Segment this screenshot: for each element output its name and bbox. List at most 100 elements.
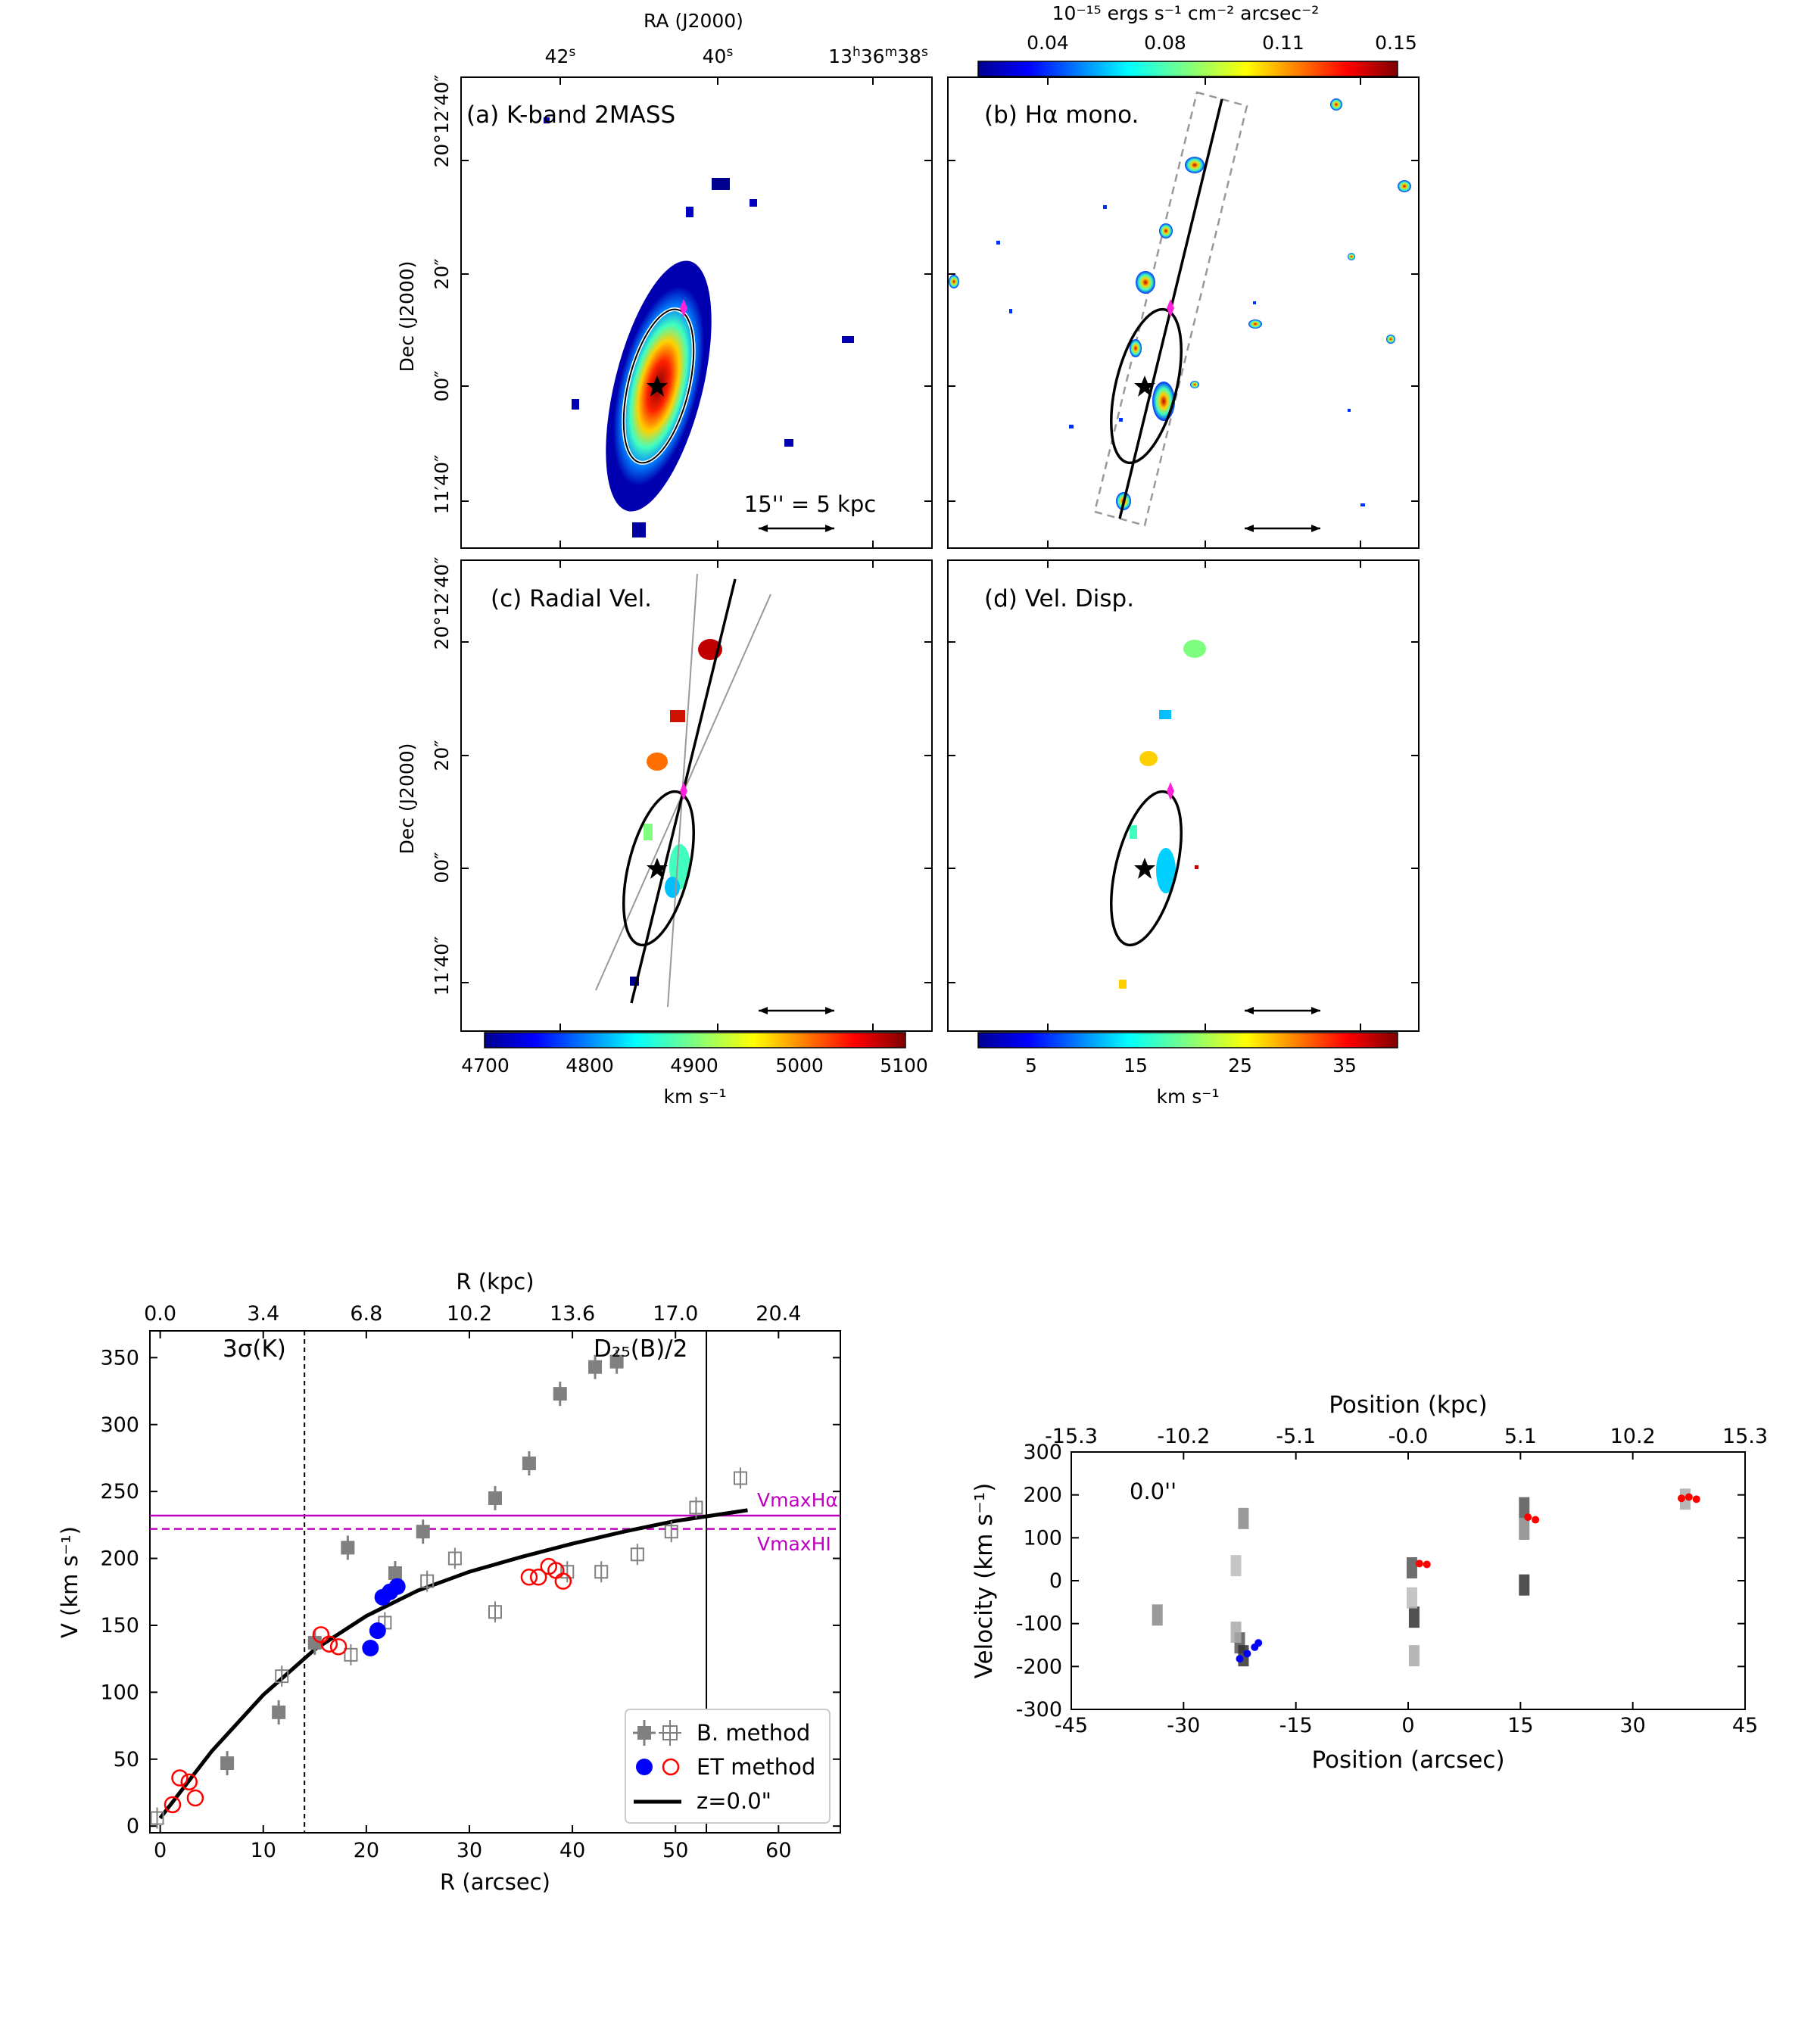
rc-top-tick-label: 20.4 — [756, 1302, 801, 1326]
rc-y-tick-label: 0 — [126, 1815, 139, 1838]
rc-b-filled-point — [272, 1705, 286, 1719]
rc-legend: B. method ET method z=0.0" — [625, 1709, 831, 1824]
pv-y-tick-label: -200 — [1016, 1655, 1062, 1678]
velocity-colorbar: 4700 4800 4900 5000 5100 km s⁻¹ — [461, 1032, 928, 1108]
rc-et-open-point — [180, 1773, 198, 1791]
flux-tick: 0.08 — [1144, 32, 1186, 54]
dec-axis-label-top: Dec (J2000) — [396, 261, 418, 372]
pv-x-tick-label: -45 — [1055, 1714, 1088, 1737]
rc-et-filled-point — [362, 1640, 379, 1657]
panel-c-label: (c) Radial Vel. — [491, 585, 652, 612]
pv-y-tick-label: 0 — [1049, 1569, 1062, 1593]
pv-emission-pixel — [1408, 1606, 1420, 1628]
rc-y-tick-label: 350 — [100, 1346, 139, 1369]
rc-et-open-point — [529, 1569, 547, 1586]
rc-top-tick-label: 10.2 — [447, 1302, 492, 1326]
dec-tick: 20″ — [431, 258, 453, 289]
ra-tick-40: 40s — [703, 45, 734, 67]
flux-tick: 0.11 — [1262, 32, 1304, 54]
legend-et-method: ET method — [697, 1754, 815, 1780]
rc-b-filled-point — [416, 1525, 430, 1539]
pv-top-tick-label: -15.3 — [1045, 1425, 1098, 1448]
vel-tick: 4900 — [670, 1055, 718, 1077]
rc-et-open-point — [186, 1789, 204, 1807]
pv-receding-point — [1423, 1560, 1431, 1569]
vel-tick: 5000 — [775, 1055, 824, 1077]
pv-ylabel: Velocity (km s⁻¹) — [971, 1483, 998, 1679]
dec-tick: 00″ — [431, 370, 453, 401]
rc-top-tick-label: 0.0 — [144, 1302, 176, 1326]
pv-approaching-point — [1243, 1650, 1251, 1658]
dec-tick: 00″ — [431, 852, 453, 883]
rc-b-open-point — [447, 1551, 462, 1566]
rc-b-open-point — [664, 1525, 678, 1539]
pv-top-tick-label: 5.1 — [1504, 1425, 1537, 1448]
ra-tick-13h36m38s: 13h36m38s — [828, 45, 928, 67]
rc-b-open-point — [560, 1565, 575, 1579]
pv-top-axis-label: Position (kpc) — [1329, 1391, 1487, 1419]
pv-emission-pixel — [1230, 1555, 1242, 1577]
rc-et-open-point — [320, 1635, 338, 1653]
pv-receding-point — [1532, 1516, 1540, 1524]
rc-et-open-point — [329, 1637, 348, 1656]
disp-tick: 35 — [1332, 1055, 1357, 1077]
disp-colorbar-label: km s⁻¹ — [1156, 1086, 1219, 1108]
pv-receding-point — [1692, 1495, 1700, 1503]
rc-y-tick-label: 50 — [114, 1748, 139, 1771]
rc-b-filled-point — [388, 1566, 402, 1581]
pv-top-tick-label: -5.1 — [1276, 1425, 1316, 1448]
pv-annotation: 0.0'' — [1130, 1478, 1177, 1504]
rc-model-curve — [158, 1508, 748, 1820]
vel-tick: 4700 — [461, 1055, 510, 1077]
pv-y-tick-label: 200 — [1023, 1484, 1062, 1507]
panel-c: (c) Radial Vel. — [460, 559, 933, 1032]
rc-et-open-point — [554, 1572, 572, 1590]
legend-b-method: B. method — [697, 1720, 810, 1746]
flux-tick: 0.15 — [1375, 32, 1417, 54]
pv-approaching-point — [1254, 1639, 1263, 1647]
pv-xlabel: Position (arcsec) — [1311, 1746, 1504, 1774]
pv-y-tick-label: 100 — [1023, 1526, 1062, 1550]
rc-vmax-ha-label: VmaxHα — [757, 1489, 838, 1511]
rc-top-axis-label: R (kpc) — [456, 1269, 534, 1295]
panel-b: (b) Hα mono. — [947, 76, 1420, 549]
pv-top-tick-label: -10.2 — [1157, 1425, 1210, 1448]
rc-top-tick-label: 17.0 — [653, 1302, 698, 1326]
pv-receding-point — [1685, 1493, 1693, 1501]
panel-b-label: (b) Hα mono. — [984, 101, 1139, 129]
pv-x-tick-label: -15 — [1279, 1714, 1313, 1737]
pv-y-tick-label: -300 — [1016, 1698, 1062, 1722]
rc-x-tick-label: 50 — [662, 1839, 688, 1862]
pv-y-tick-label: 300 — [1023, 1441, 1062, 1464]
panel-a-label: (a) K-band 2MASS — [466, 101, 675, 129]
rc-xlabel: R (arcsec) — [440, 1869, 550, 1895]
legend-et-filled-icon — [636, 1759, 653, 1775]
rc-x-tick-label: 10 — [251, 1839, 276, 1862]
pv-emission-pixel — [1406, 1587, 1417, 1609]
disp-tick: 25 — [1228, 1055, 1252, 1077]
rc-b-open-point — [689, 1500, 703, 1515]
pv-emission-pixel — [1519, 1574, 1530, 1596]
rc-et-filled-point — [369, 1622, 386, 1640]
rc-x-tick-label: 40 — [559, 1839, 585, 1862]
rc-vmax-hi-label: VmaxHI — [757, 1533, 831, 1555]
pv-emission-pixel — [1230, 1622, 1242, 1643]
dec-axis-label-bottom: Dec (J2000) — [396, 743, 418, 855]
rc-b-filled-point — [588, 1360, 603, 1374]
rc-y-tick-label: 300 — [100, 1413, 139, 1437]
rc-b-open-point — [594, 1565, 609, 1579]
rc-et-open-point — [164, 1796, 182, 1814]
pv-ticks: -45 -30 -15 0 15 30 45 -15.3 -10.2 -5.1 -0.0 5.1 10.… — [1016, 1425, 1768, 1737]
disp-tick: 15 — [1124, 1055, 1148, 1077]
pv-emission-pixel — [1406, 1557, 1417, 1578]
rc-marks — [150, 1331, 840, 1833]
rc-b-filled-point — [522, 1457, 536, 1471]
rc-x-tick-label: 0 — [154, 1839, 167, 1862]
flux-colorbar: 10⁻¹⁵ ergs s⁻¹ cm⁻² arcsec⁻² 0.04 0.08 0… — [977, 2, 1417, 77]
ra-axis-label: RA (J2000) — [644, 10, 743, 32]
pv-x-tick-label: 45 — [1732, 1714, 1758, 1737]
pv-x-tick-label: 30 — [1619, 1714, 1645, 1737]
